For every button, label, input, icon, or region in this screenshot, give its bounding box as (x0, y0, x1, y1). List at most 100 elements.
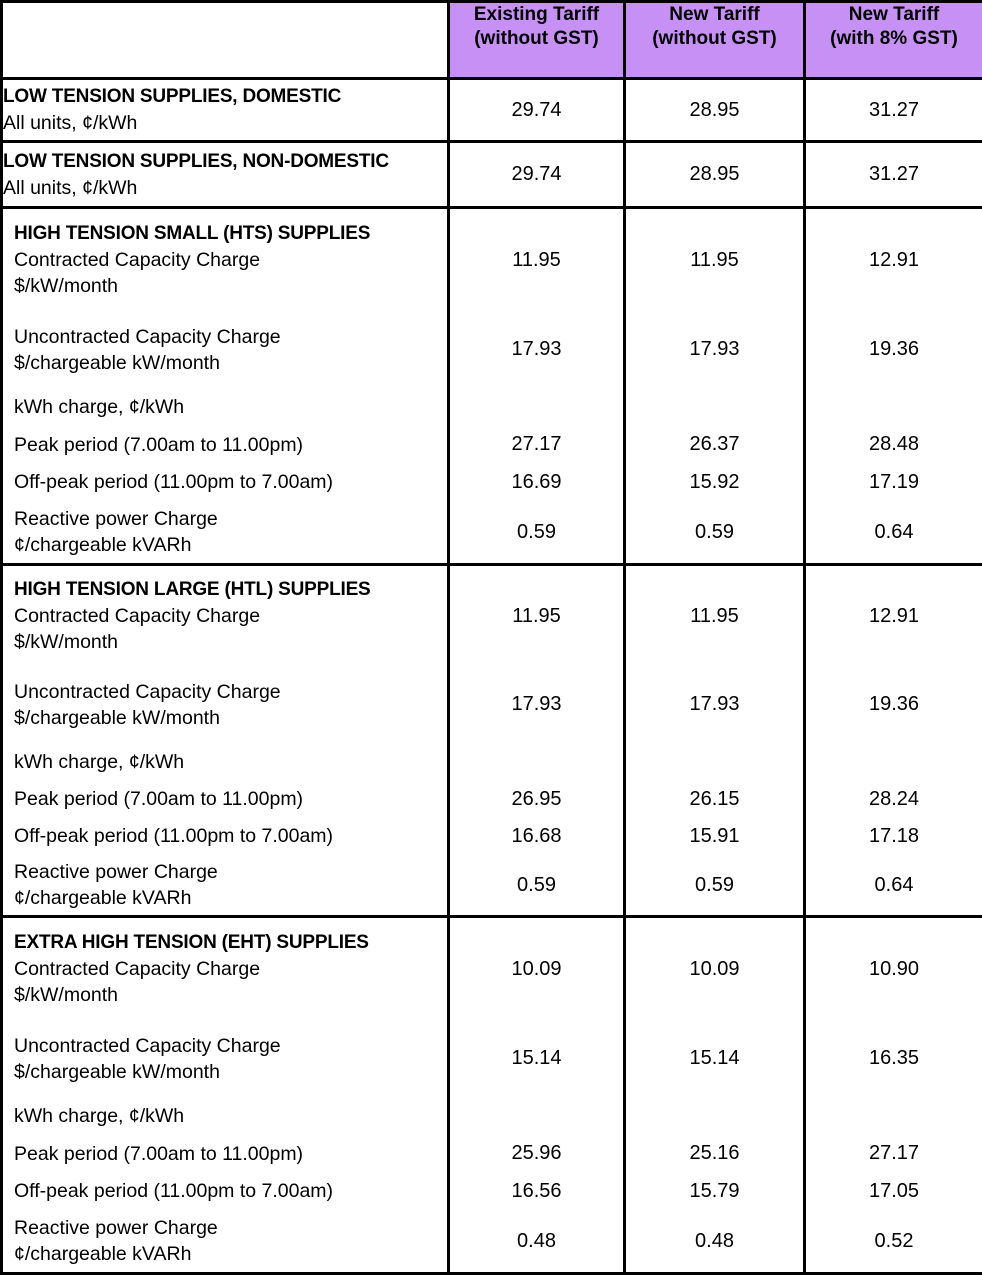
new-tariff-gst-column: 12.91 19.36 28.48 17.19 0.64 (805, 208, 982, 565)
header-new-tariff-gst: New Tariff (with 8% GST) (805, 2, 982, 79)
section-label-cell: HIGH TENSION LARGE (HTL) SUPPLIES Contra… (2, 565, 449, 917)
tariff-value: 28.48 (806, 426, 982, 463)
label-block: EXTRA HIGH TENSION (EHT) SUPPLIES Contra… (3, 918, 447, 1020)
tariff-value: 15.79 (626, 1172, 803, 1210)
new-tariff-column: 11.95 17.93 26.15 15.91 0.59 (625, 565, 805, 917)
tariff-value: 10.90 (806, 918, 982, 1020)
tariff-value: 17.93 (450, 666, 623, 743)
section-label-cell: LOW TENSION SUPPLIES, NON-DOMESTIC All u… (2, 142, 449, 208)
tariff-value: 16.68 (450, 817, 623, 855)
section-title: HIGH TENSION LARGE (HTL) SUPPLIES (14, 577, 447, 603)
tariff-value (450, 1097, 623, 1135)
tariff-value: 28.24 (806, 781, 982, 817)
row-label: Reactive power Charge ¢/chargeable kVARh (3, 855, 447, 915)
tariff-value: 11.95 (626, 209, 803, 311)
section-label-cell: LOW TENSION SUPPLIES, DOMESTIC All units… (2, 79, 449, 142)
row-label: Off-peak period (11.00pm to 7.00am) (3, 817, 447, 855)
section-label-cell: HIGH TENSION SMALL (HTS) SUPPLIES Contra… (2, 208, 449, 565)
tariff-value: 17.18 (806, 817, 982, 855)
header-new-tariff: New Tariff (without GST) (625, 2, 805, 79)
existing-tariff-column: 11.95 17.93 27.17 16.69 0.59 (449, 208, 625, 565)
tariff-value: 17.93 (626, 311, 803, 388)
tariff-value: 19.36 (806, 666, 982, 743)
tariff-value: 28.95 (625, 79, 805, 142)
tariff-value: 12.91 (806, 566, 982, 666)
tariff-value: 11.95 (626, 566, 803, 666)
section-lt-non-domestic: LOW TENSION SUPPLIES, NON-DOMESTIC All u… (2, 142, 982, 208)
existing-tariff-column: 10.09 15.14 25.96 16.56 0.48 (449, 917, 625, 1274)
tariff-value (806, 388, 982, 426)
row-label: Peak period (7.00am to 11.00pm) (3, 1135, 447, 1172)
tariff-value: 17.93 (450, 311, 623, 388)
row-label: Uncontracted Capacity Charge $/chargeabl… (3, 666, 447, 743)
row-label: Contracted Capacity Charge $/kW/month (14, 247, 447, 299)
existing-tariff-column: 11.95 17.93 26.95 16.68 0.59 (449, 565, 625, 917)
section-title: LOW TENSION SUPPLIES, DOMESTIC (3, 84, 447, 110)
row-label: All units, ¢/kWh (3, 175, 447, 201)
tariff-value: 15.91 (626, 817, 803, 855)
tariff-value (806, 743, 982, 781)
row-label: Uncontracted Capacity Charge $/chargeabl… (3, 1020, 447, 1097)
row-label: Uncontracted Capacity Charge $/chargeabl… (3, 311, 447, 388)
tariff-value: 17.93 (626, 666, 803, 743)
row-label: kWh charge, ¢/kWh (3, 743, 447, 781)
section-label-cell: EXTRA HIGH TENSION (EHT) SUPPLIES Contra… (2, 917, 449, 1274)
tariff-value: 15.14 (626, 1020, 803, 1097)
row-label: Contracted Capacity Charge $/kW/month (14, 603, 447, 655)
tariff-value: 25.16 (626, 1135, 803, 1172)
tariff-value: 28.95 (625, 142, 805, 208)
row-label: Off-peak period (11.00pm to 7.00am) (3, 463, 447, 501)
tariff-value (626, 1097, 803, 1135)
tariff-value: 0.59 (626, 501, 803, 563)
section-htl: HIGH TENSION LARGE (HTL) SUPPLIES Contra… (2, 565, 982, 917)
tariff-value: 15.14 (450, 1020, 623, 1097)
section-hts: HIGH TENSION SMALL (HTS) SUPPLIES Contra… (2, 208, 982, 565)
tariff-value: 29.74 (449, 142, 625, 208)
tariff-value: 0.59 (450, 501, 623, 563)
tariff-value: 31.27 (805, 79, 982, 142)
tariff-value: 26.37 (626, 426, 803, 463)
tariff-value (806, 1097, 982, 1135)
tariff-value: 17.05 (806, 1172, 982, 1210)
tariff-value: 0.52 (806, 1210, 982, 1272)
tariff-value: 16.35 (806, 1020, 982, 1097)
tariff-value (626, 388, 803, 426)
tariff-value (450, 743, 623, 781)
tariff-value: 11.95 (450, 566, 623, 666)
tariff-value: 10.09 (450, 918, 623, 1020)
tariff-value: 19.36 (806, 311, 982, 388)
section-title: EXTRA HIGH TENSION (EHT) SUPPLIES (14, 930, 447, 956)
tariff-value: 0.64 (806, 501, 982, 563)
row-label: Reactive power Charge ¢/chargeable kVARh (3, 501, 447, 563)
label-block: HIGH TENSION LARGE (HTL) SUPPLIES Contra… (3, 566, 447, 666)
section-title: LOW TENSION SUPPLIES, NON-DOMESTIC (3, 149, 447, 175)
tariff-value: 17.19 (806, 463, 982, 501)
section-eht: EXTRA HIGH TENSION (EHT) SUPPLIES Contra… (2, 917, 982, 1274)
header-existing-tariff: Existing Tariff (without GST) (449, 2, 625, 79)
tariff-value: 25.96 (450, 1135, 623, 1172)
row-label: Peak period (7.00am to 11.00pm) (3, 426, 447, 463)
row-label: Peak period (7.00am to 11.00pm) (3, 781, 447, 817)
tariff-value: 27.17 (450, 426, 623, 463)
tariff-value: 29.74 (449, 79, 625, 142)
tariff-value: 10.09 (626, 918, 803, 1020)
section-title: HIGH TENSION SMALL (HTS) SUPPLIES (14, 221, 447, 247)
tariff-value: 12.91 (806, 209, 982, 311)
tariff-value (450, 388, 623, 426)
row-label: Off-peak period (11.00pm to 7.00am) (3, 1172, 447, 1210)
new-tariff-gst-column: 10.90 16.35 27.17 17.05 0.52 (805, 917, 982, 1274)
tariff-value: 26.95 (450, 781, 623, 817)
row-label: kWh charge, ¢/kWh (3, 388, 447, 426)
tariff-value: 26.15 (626, 781, 803, 817)
tariff-value: 16.56 (450, 1172, 623, 1210)
tariff-value: 27.17 (806, 1135, 982, 1172)
tariff-value: 0.48 (450, 1210, 623, 1272)
header-corner-cell (2, 2, 449, 79)
section-lt-domestic: LOW TENSION SUPPLIES, DOMESTIC All units… (2, 79, 982, 142)
row-label: Reactive power Charge ¢/chargeable kVARh (3, 1210, 447, 1272)
new-tariff-column: 10.09 15.14 25.16 15.79 0.48 (625, 917, 805, 1274)
tariff-value: 0.64 (806, 855, 982, 915)
tariff-value: 0.48 (626, 1210, 803, 1272)
